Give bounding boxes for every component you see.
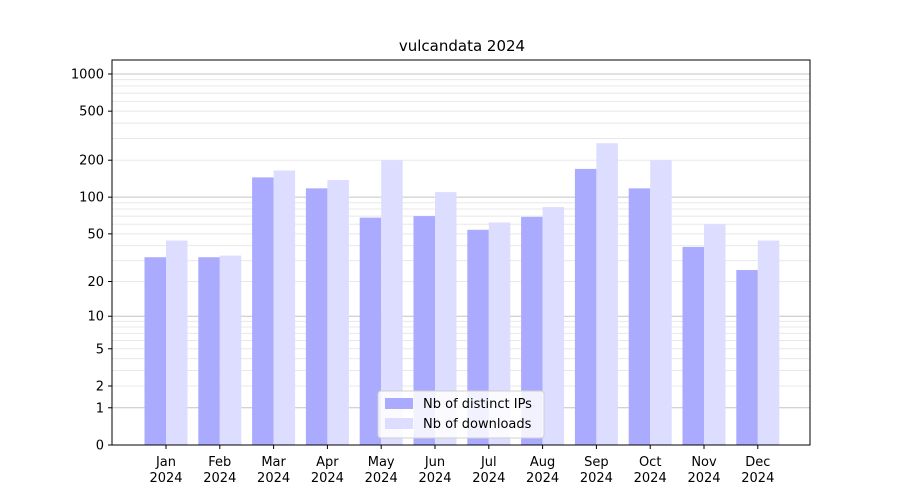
x-tick-label: Oct 2024 bbox=[634, 455, 667, 486]
bar-ips bbox=[574, 168, 597, 445]
bar-downloads bbox=[327, 180, 349, 445]
bar-ips bbox=[628, 188, 651, 446]
x-tick-label: Mar 2024 bbox=[257, 455, 290, 486]
bar-downloads bbox=[219, 255, 242, 445]
bar-downloads bbox=[757, 240, 780, 445]
bar-downloads bbox=[542, 207, 565, 445]
bars-layer bbox=[144, 143, 780, 446]
x-tick-label: Sep 2024 bbox=[580, 455, 613, 486]
x-tick-label: May 2024 bbox=[365, 455, 398, 486]
bar-ips bbox=[252, 177, 274, 445]
bar-downloads bbox=[596, 143, 618, 446]
legend-swatch bbox=[385, 398, 413, 409]
y-tick-label: 10 bbox=[87, 310, 104, 325]
legend-label: Nb of downloads bbox=[423, 417, 532, 432]
bar-ips bbox=[682, 246, 704, 445]
legend-box bbox=[377, 390, 545, 439]
plot-frame bbox=[111, 59, 811, 446]
bar-downloads bbox=[273, 170, 296, 445]
y-tick-label: 0 bbox=[96, 439, 104, 454]
y-tick-label: 5 bbox=[96, 342, 104, 357]
legend-label: Nb of distinct IPs bbox=[423, 397, 532, 412]
y-tick-label: 20 bbox=[87, 275, 104, 290]
bar-ips bbox=[736, 270, 758, 445]
bar-downloads bbox=[381, 160, 403, 445]
y-tick-label: 200 bbox=[79, 154, 104, 169]
chart-title: vulcandata 2024 bbox=[399, 37, 525, 55]
bar-downloads bbox=[166, 240, 188, 445]
x-tick-label: Jul 2024 bbox=[472, 455, 505, 486]
y-tick-label: 50 bbox=[87, 227, 104, 242]
axes-layer: 0 1 2 5 10 20 50 100 200 500 1000 Jan 2024 Feb 2024 Mar… bbox=[71, 59, 811, 486]
bar-ips bbox=[144, 257, 166, 445]
x-tick-label: Aug 2024 bbox=[526, 455, 559, 486]
y-tick-label: 500 bbox=[79, 105, 104, 120]
y-tick-label: 2 bbox=[96, 380, 104, 395]
bar-ips bbox=[521, 216, 543, 445]
x-tick-label: Dec 2024 bbox=[741, 455, 774, 486]
x-tick-label: Apr 2024 bbox=[311, 455, 344, 486]
x-tick-label: Jun 2024 bbox=[418, 455, 451, 486]
bar-ips bbox=[413, 216, 435, 445]
y-tick-label: 100 bbox=[79, 191, 104, 206]
legend: Nb of distinct IPs Nb of downloads bbox=[377, 390, 545, 439]
bar-downloads bbox=[488, 222, 511, 445]
x-tick-label: Feb 2024 bbox=[203, 455, 236, 486]
y-tick-label: 1 bbox=[96, 401, 104, 416]
bar-ips bbox=[305, 188, 328, 446]
y-tick-label: 1000 bbox=[71, 68, 104, 83]
bar-downloads bbox=[704, 224, 726, 445]
x-tick-label: Jan 2024 bbox=[149, 455, 182, 486]
bar-ips bbox=[198, 257, 220, 445]
bar-downloads bbox=[435, 192, 457, 445]
legend-swatch bbox=[385, 418, 413, 429]
bar-downloads bbox=[650, 160, 672, 445]
x-tick-label: Nov 2024 bbox=[687, 455, 720, 486]
bar-ips bbox=[359, 217, 382, 445]
